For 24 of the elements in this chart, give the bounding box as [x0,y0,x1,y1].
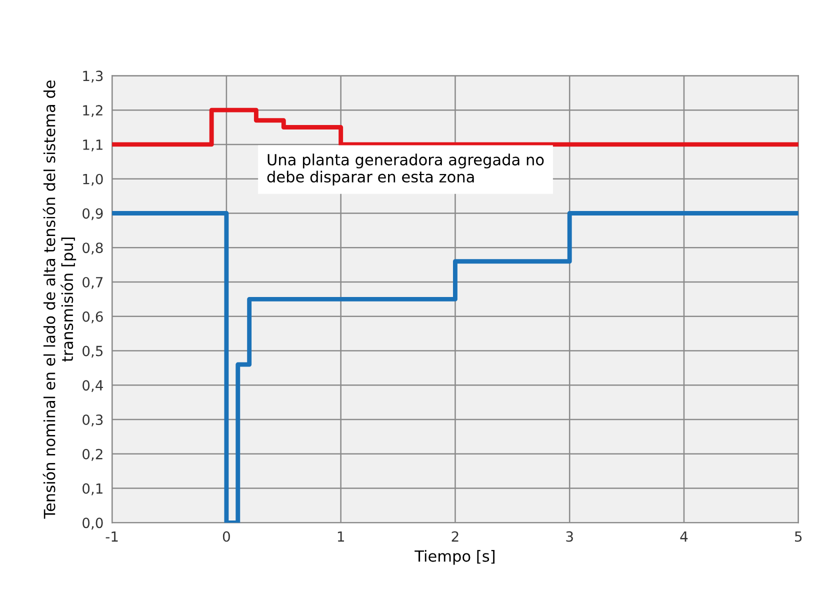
y-tick-label: 1,2 [83,105,102,117]
y-axis-title: Tensión nominal en el lado de alta tensión del sistema de transmisión [pu] [42,80,76,519]
x-tick-label: 3 [566,531,573,542]
y-tick-label: 0,8 [82,242,103,255]
x-tick-label: 1 [338,531,344,542]
y-tick-label: 0,6 [82,311,103,324]
x-tick-label: 2 [452,531,458,542]
y-tick-label: 0,9 [82,208,103,220]
x-axis-title: Tiempo [s] [414,550,494,565]
y-tick-label: 0,4 [82,380,103,392]
y-tick-label: 0,1 [82,483,102,496]
x-tick-label: -1 [106,531,118,542]
x-tick-label: 0 [222,531,230,542]
y-tick-label: 0,0 [82,518,103,530]
y-tick-label: 0,2 [82,448,102,461]
y-tick-label: 1,3 [83,70,103,83]
x-tick-label: 5 [795,531,802,542]
y-tick-label: 0,7 [82,276,103,289]
annotation: Una planta generadora agregada no debe disparar en esta zona [267,154,544,186]
x-tick-label: 4 [680,531,688,542]
y-tick-label: 0,5 [82,346,103,358]
y-tick-label: 1,1 [83,140,102,152]
y-tick-label: 1,0 [83,174,103,186]
y-tick-label: 0,3 [82,414,103,426]
